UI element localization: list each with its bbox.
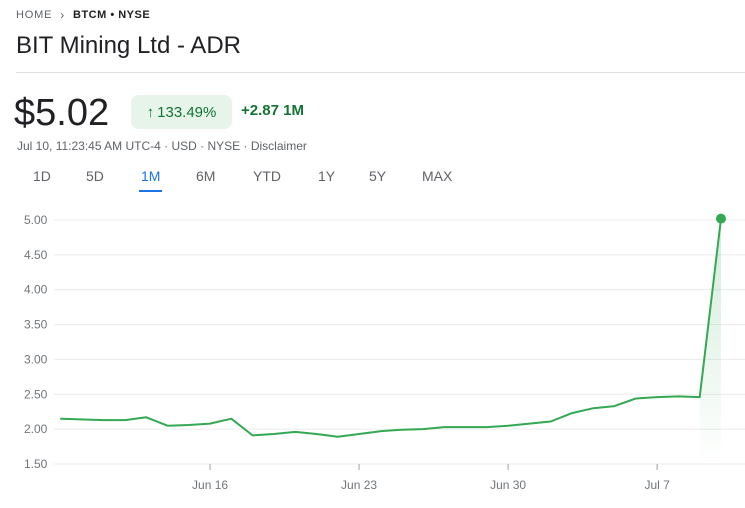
- range-tab-label: MAX: [422, 168, 453, 184]
- active-tab-indicator: [139, 190, 163, 192]
- x-tick-label: Jun 16: [192, 478, 228, 492]
- latest-price-point: [716, 213, 726, 224]
- y-tick-label: 1.50: [24, 457, 48, 471]
- range-tab-5y[interactable]: 5Y: [369, 168, 386, 184]
- breadcrumb-home-link[interactable]: HOME: [16, 9, 53, 21]
- range-tab-label: YTD: [253, 168, 281, 184]
- range-tab-1y[interactable]: 1Y: [318, 168, 335, 184]
- current-price: $5.02: [14, 92, 110, 134]
- range-tab-label: 1M: [141, 168, 161, 184]
- y-tick-label: 4.00: [24, 283, 48, 297]
- range-tab-label: 5D: [86, 168, 104, 184]
- y-tick-label: 2.50: [24, 387, 48, 401]
- chevron-right-icon: ›: [60, 8, 65, 22]
- range-tab-max[interactable]: MAX: [422, 168, 452, 184]
- price-chart[interactable]: 5.00 4.50 4.00 3.50 3.00 2.50 2.00 1.50 Jun 16 J…: [0, 200, 745, 508]
- price-chart-svg: 5.00 4.50 4.00 3.50 3.00 2.50 2.00 1.50 Jun 16 J…: [24, 213, 745, 492]
- y-tick-label: 5.00: [24, 213, 48, 227]
- absolute-change: +2.87 1M: [241, 102, 304, 119]
- header-divider: [16, 72, 745, 73]
- y-tick-label: 4.50: [24, 248, 48, 262]
- percent-change-value: 133.49%: [157, 103, 217, 121]
- range-tab-1m[interactable]: 1M: [139, 168, 163, 192]
- range-tab-label: 1D: [33, 168, 51, 184]
- y-tick-label: 3.00: [24, 352, 48, 366]
- arrow-up-icon: ↑: [146, 103, 155, 121]
- range-tab-1d[interactable]: 1D: [33, 168, 51, 184]
- page-title: BIT Mining Ltd - ADR: [16, 32, 241, 59]
- percent-change-badge: ↑ 133.49%: [131, 95, 232, 129]
- y-tick-label: 2.00: [24, 422, 48, 436]
- range-tab-label: 6M: [196, 168, 216, 184]
- breadcrumb: HOME › BTCM • NYSE: [16, 8, 150, 22]
- x-tick-label: Jun 23: [341, 478, 377, 492]
- range-tab-ytd[interactable]: YTD: [253, 168, 281, 184]
- y-tick-label: 3.50: [24, 318, 48, 332]
- range-tab-5d[interactable]: 5D: [86, 168, 104, 184]
- range-tab-label: 5Y: [369, 168, 387, 184]
- area-fill: [699, 218, 721, 464]
- x-tick-label: Jul 7: [644, 478, 670, 492]
- range-tab-6m[interactable]: 6M: [196, 168, 215, 184]
- breadcrumb-ticker: BTCM • NYSE: [73, 9, 151, 21]
- x-tick-label: Jun 30: [490, 478, 526, 492]
- range-tab-label: 1Y: [318, 168, 336, 184]
- price-line: [60, 217, 722, 438]
- quote-meta: Jul 10, 11:23:45 AM UTC-4 · USD · NYSE ·…: [17, 139, 307, 153]
